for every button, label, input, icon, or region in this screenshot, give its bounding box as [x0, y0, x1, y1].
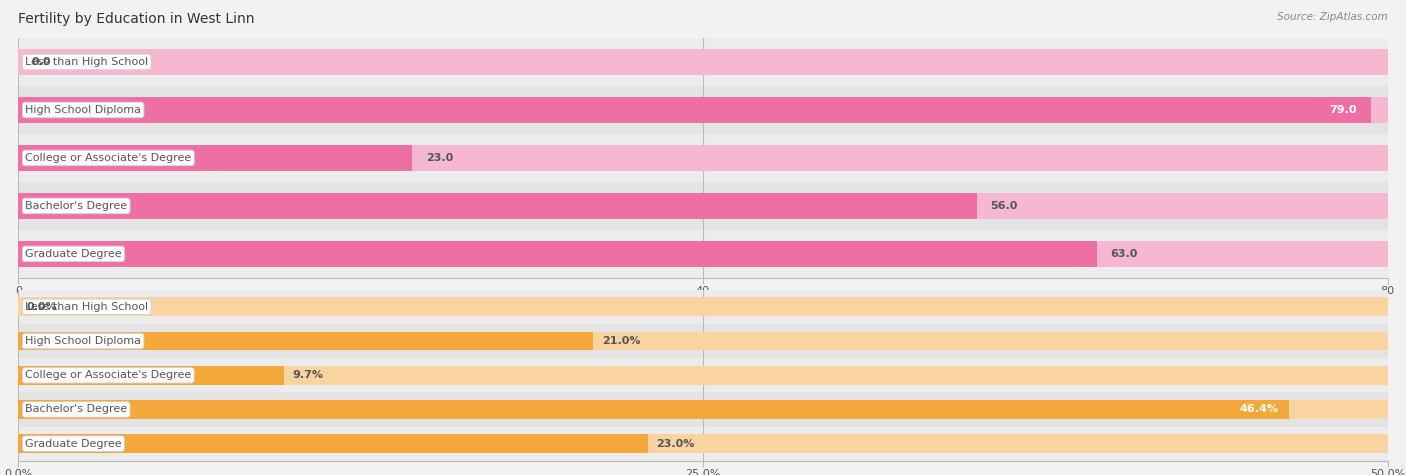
Bar	[18, 145, 412, 171]
Text: 9.7%: 9.7%	[292, 370, 323, 380]
Text: Graduate Degree: Graduate Degree	[25, 249, 122, 259]
Bar	[18, 182, 1388, 230]
Bar	[18, 241, 1097, 267]
Bar	[18, 145, 1388, 171]
Text: 46.4%: 46.4%	[1239, 404, 1278, 415]
Bar	[18, 434, 648, 453]
Bar	[18, 400, 1289, 419]
Bar	[18, 324, 1388, 358]
Bar	[18, 434, 1388, 453]
Text: College or Associate's Degree: College or Associate's Degree	[25, 370, 191, 380]
Bar	[18, 427, 1388, 461]
Text: High School Diploma: High School Diploma	[25, 105, 141, 115]
Bar	[18, 193, 1388, 219]
Text: College or Associate's Degree: College or Associate's Degree	[25, 153, 191, 163]
Text: 23.0: 23.0	[426, 153, 453, 163]
Bar	[18, 193, 977, 219]
Bar	[18, 297, 1388, 316]
Bar	[18, 332, 1388, 351]
Bar	[18, 97, 1388, 123]
Text: Less than High School: Less than High School	[25, 302, 148, 312]
Bar	[18, 392, 1388, 427]
Bar	[18, 290, 1388, 324]
Text: 0.0: 0.0	[32, 57, 52, 67]
Text: Source: ZipAtlas.com: Source: ZipAtlas.com	[1277, 12, 1388, 22]
Bar	[18, 366, 284, 385]
Text: Fertility by Education in West Linn: Fertility by Education in West Linn	[18, 12, 254, 26]
Bar	[18, 366, 1388, 385]
Bar	[18, 358, 1388, 392]
Text: 23.0%: 23.0%	[657, 438, 695, 449]
Bar	[18, 134, 1388, 182]
Text: 79.0: 79.0	[1330, 105, 1357, 115]
Text: 21.0%: 21.0%	[602, 336, 640, 346]
Bar	[18, 241, 1388, 267]
Bar	[18, 97, 1371, 123]
Bar	[18, 400, 1388, 419]
Text: 63.0: 63.0	[1111, 249, 1137, 259]
Text: High School Diploma: High School Diploma	[25, 336, 141, 346]
Bar	[18, 49, 1388, 75]
Text: Bachelor's Degree: Bachelor's Degree	[25, 404, 128, 415]
Bar	[18, 86, 1388, 134]
Bar	[18, 230, 1388, 278]
Text: Less than High School: Less than High School	[25, 57, 148, 67]
Text: Graduate Degree: Graduate Degree	[25, 438, 122, 449]
Bar	[18, 332, 593, 351]
Bar	[18, 38, 1388, 86]
Text: 0.0%: 0.0%	[27, 302, 58, 312]
Text: 56.0: 56.0	[991, 201, 1018, 211]
Text: Bachelor's Degree: Bachelor's Degree	[25, 201, 128, 211]
